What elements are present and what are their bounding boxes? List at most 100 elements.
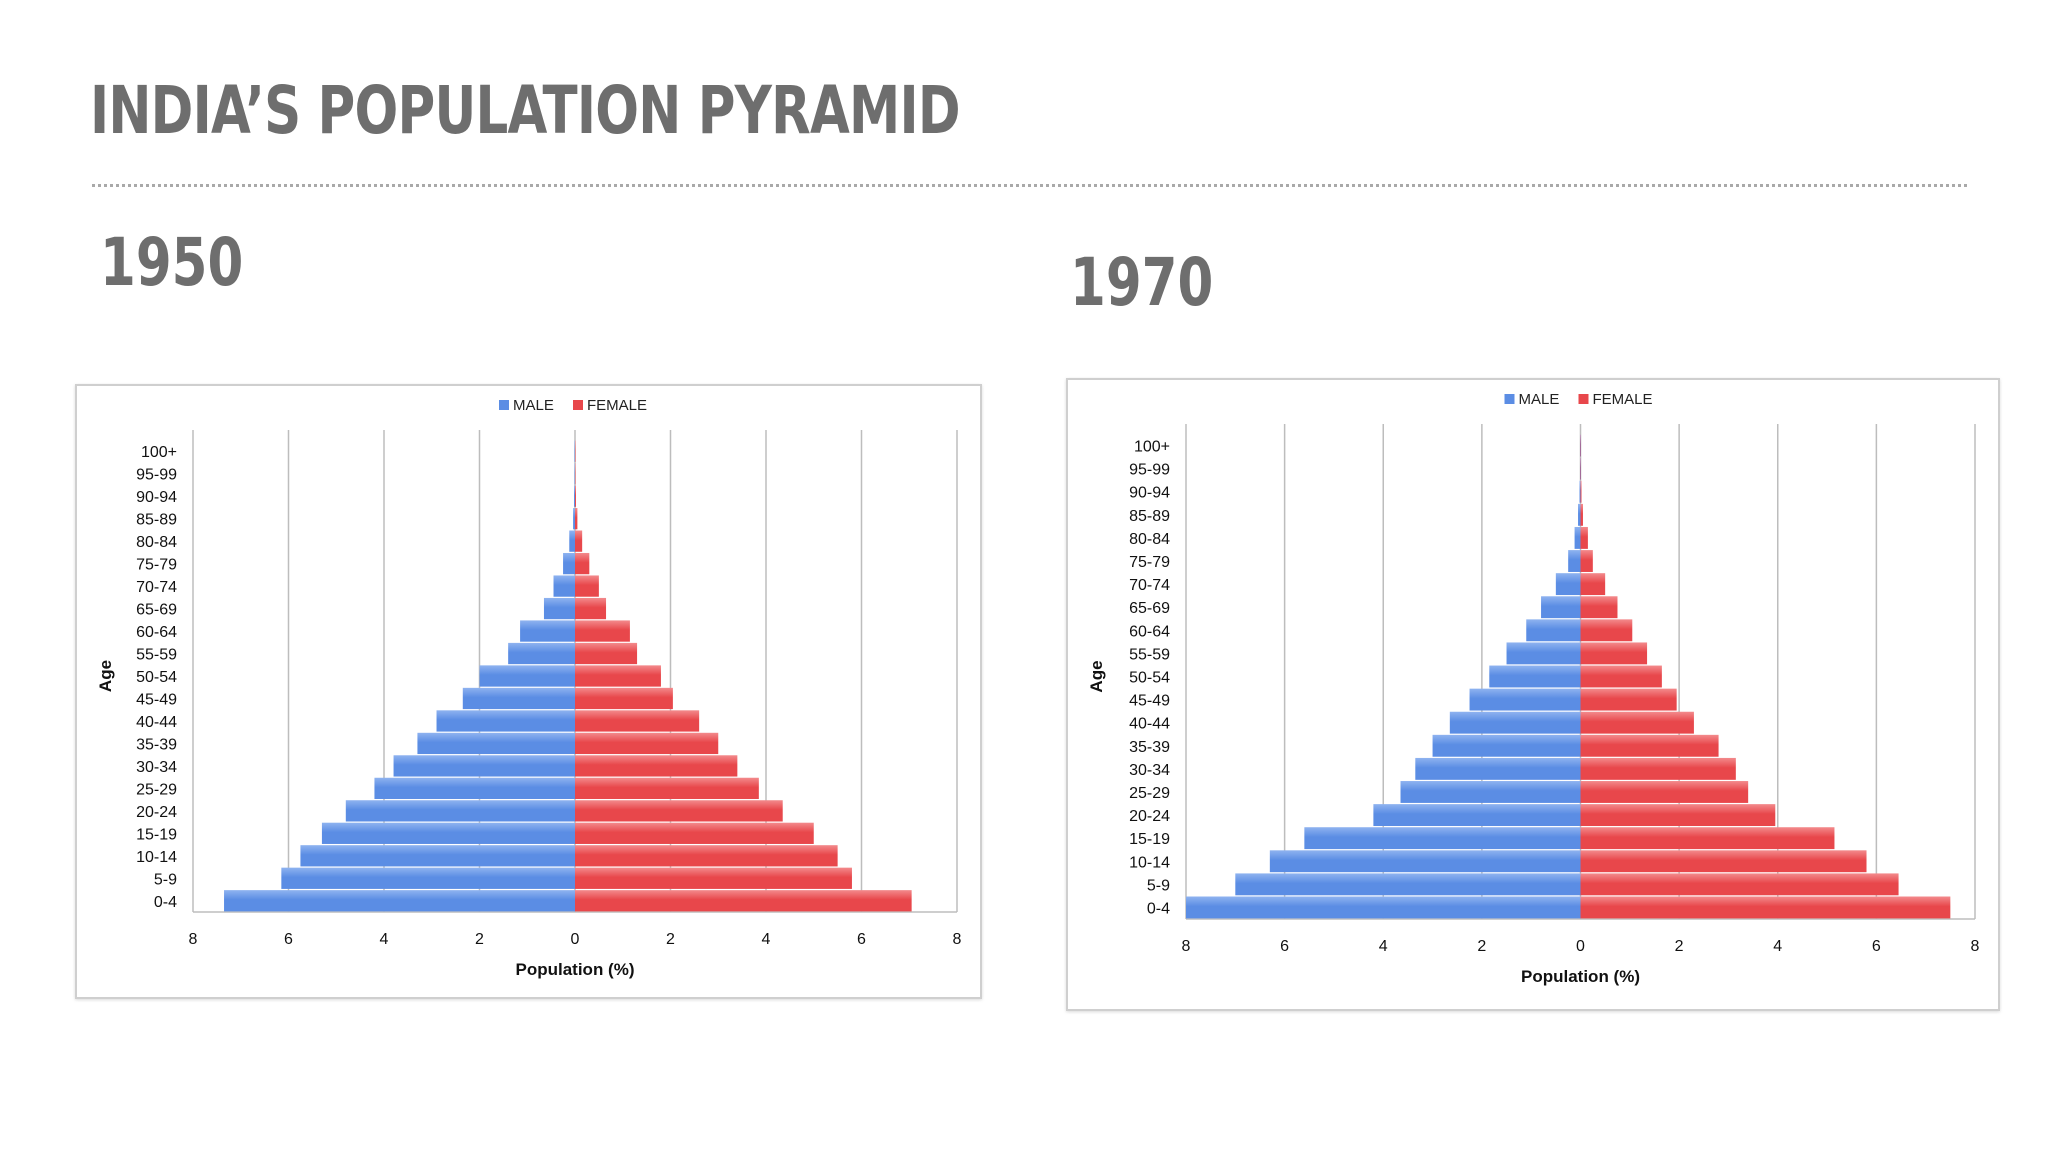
x-tick-label: 4	[380, 931, 389, 948]
pyramid-chart-1950-svg: 0-4 5-9 10-14 15-19 20-24 25-29 30-34 35-39 40-4…	[96, 397, 962, 979]
bar-male-75-79	[1568, 550, 1581, 572]
bar-male-0-4	[224, 890, 575, 912]
y-tick-label: 60-64	[1129, 623, 1170, 640]
bar-female-80-84	[1580, 526, 1588, 549]
pyramid-chart-1970: 0-4 5-9 10-14 15-19 20-24 25-29 30-34 35-39 40-4…	[1066, 378, 2000, 1011]
bar-female-85-89	[575, 508, 578, 530]
bar-male-85-89	[1578, 503, 1581, 526]
bar-male-20-24	[345, 800, 575, 822]
bar-male-45-49	[462, 687, 575, 710]
y-tick-label: 50-54	[1129, 670, 1170, 687]
legend: MALE FEMALE	[499, 397, 647, 414]
bar-female-70-74	[1580, 573, 1606, 596]
y-tick-label: 80-84	[1129, 531, 1170, 548]
bar-female-35-39	[575, 732, 719, 755]
bar-female-55-59	[1580, 642, 1648, 665]
bar-male-75-79	[563, 552, 575, 575]
bar-male-5-9	[281, 867, 575, 889]
y-tick-label: 90-94	[136, 489, 177, 506]
x-tick-label: 8	[953, 931, 962, 948]
x-tick-label: 2	[1675, 938, 1684, 955]
bar-male-85-89	[573, 508, 575, 530]
y-tick-label: 35-39	[136, 736, 177, 753]
bar-female-75-79	[575, 552, 590, 575]
y-tick-label: 65-69	[1129, 600, 1170, 617]
x-tick-labels: 8 6 4 2 0 2 4 6 8	[1182, 938, 1980, 955]
y-tick-label: 15-19	[1129, 831, 1170, 848]
y-tick-label: 25-29	[1129, 785, 1170, 802]
y-tick-label: 100+	[141, 444, 177, 461]
bar-female-40-44	[1580, 711, 1694, 734]
y-tick-label: 75-79	[136, 557, 177, 574]
y-tick-label: 30-34	[1129, 762, 1170, 779]
bar-male-10-14	[300, 845, 575, 867]
x-tick-label: 2	[475, 931, 484, 948]
bar-female-15-19	[575, 822, 814, 844]
bar-male-30-34	[1415, 757, 1581, 780]
bar-female-10-14	[575, 845, 838, 867]
x-tick-label: 6	[857, 931, 866, 948]
bar-female-80-84	[575, 530, 583, 552]
bar-male-60-64	[1526, 619, 1581, 642]
y-tick-label: 45-49	[136, 691, 177, 708]
bar-male-20-24	[1373, 804, 1581, 827]
y-tick-label: 15-19	[136, 826, 177, 843]
bar-female-5-9	[1580, 873, 1899, 896]
bar-female-65-69	[1580, 596, 1618, 619]
y-tick-label: 5-9	[1147, 877, 1170, 894]
bar-male-25-29	[1400, 781, 1581, 803]
x-tick-labels: 8 6 4 2 0 2 4 6 8	[189, 931, 962, 948]
bar-female-40-44	[575, 710, 700, 732]
bar-male-25-29	[374, 777, 575, 800]
y-tick-label: 10-14	[1129, 854, 1170, 871]
page-title: INDIA’S POPULATION PYRAMID	[90, 72, 961, 149]
bar-female-85-89	[1580, 503, 1583, 526]
bar-male-60-64	[520, 620, 575, 642]
y-tick-label: 55-59	[1129, 646, 1170, 663]
x-tick-label: 0	[1576, 938, 1585, 955]
y-tick-label: 0-4	[1147, 900, 1170, 917]
y-tick-label: 40-44	[136, 714, 177, 731]
bar-female-60-64	[1580, 619, 1633, 642]
legend-label-male: MALE	[513, 397, 554, 414]
bar-female-5-9	[575, 867, 852, 889]
y-tick-labels: 0-4 5-9 10-14 15-19 20-24 25-29 30-34 35-39 40-4…	[1129, 439, 1170, 918]
bar-male-65-69	[1541, 596, 1581, 619]
legend-swatch-female	[1578, 394, 1589, 404]
y-tick-label: 20-24	[1129, 808, 1170, 825]
bar-female-75-79	[1580, 550, 1593, 572]
y-tick-label: 90-94	[1129, 485, 1170, 502]
y-tick-label: 100+	[1134, 439, 1170, 456]
y-tick-label: 35-39	[1129, 739, 1170, 756]
bar-female-90-94	[575, 485, 576, 507]
bar-male-80-84	[569, 530, 575, 552]
y-tick-labels: 0-4 5-9 10-14 15-19 20-24 25-29 30-34 35-39 40-4…	[136, 444, 177, 911]
y-tick-label: 55-59	[136, 647, 177, 664]
bar-male-30-34	[393, 755, 575, 777]
bar-female-20-24	[575, 800, 783, 822]
y-axis-title: Age	[1087, 660, 1106, 692]
bar-male-0-4	[1186, 896, 1581, 919]
y-tick-label: 5-9	[154, 871, 177, 888]
pyramid-chart-1950: 0-4 5-9 10-14 15-19 20-24 25-29 30-34 35-39 40-4…	[75, 384, 982, 999]
bar-female-30-34	[575, 755, 738, 777]
bar-male-50-54	[1489, 665, 1581, 688]
legend-swatch-male	[1504, 394, 1515, 404]
bar-male-15-19	[321, 822, 575, 844]
bar-male-70-74	[1555, 573, 1581, 596]
y-tick-label: 80-84	[136, 534, 177, 551]
y-tick-label: 95-99	[136, 467, 177, 484]
x-tick-label: 2	[666, 931, 675, 948]
chart-title-1950: 1950	[100, 224, 244, 301]
bar-female-50-54	[575, 665, 661, 687]
y-tick-label: 10-14	[136, 849, 177, 866]
bar-female-35-39	[1580, 734, 1719, 757]
y-tick-label: 70-74	[136, 579, 177, 596]
bar-female-0-4	[575, 890, 912, 912]
bar-male-35-39	[417, 732, 575, 755]
bar-female-45-49	[575, 687, 673, 710]
bar-male-15-19	[1304, 827, 1581, 850]
bar-male-50-54	[479, 665, 575, 687]
bar-female-90-94	[1580, 480, 1582, 503]
bar-male-80-84	[1574, 526, 1581, 549]
